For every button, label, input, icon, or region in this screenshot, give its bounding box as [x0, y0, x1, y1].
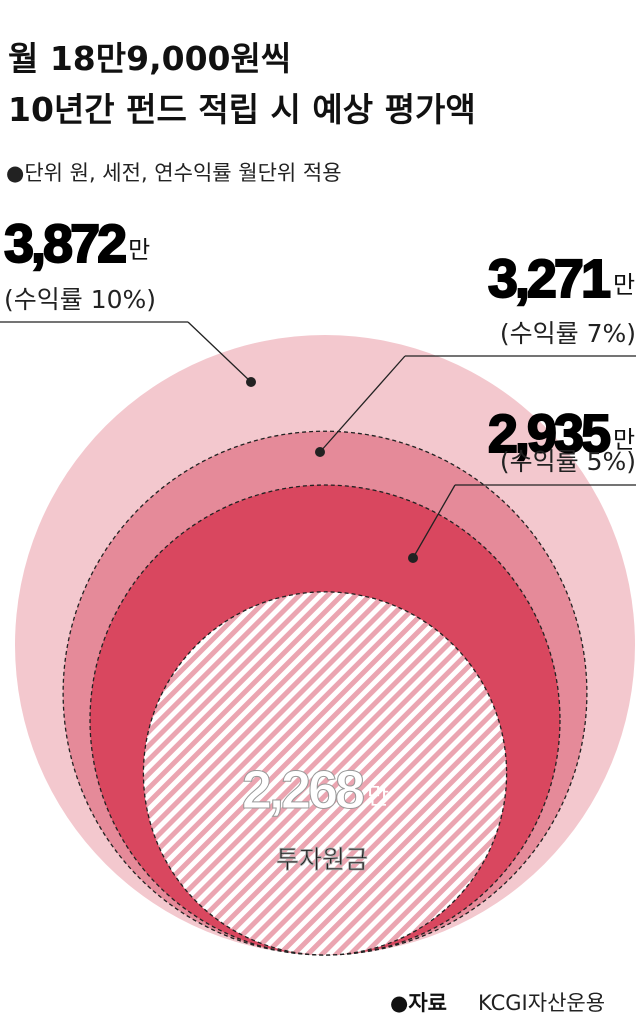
category-label: 투자원금 — [276, 845, 368, 874]
labels: 3,872 만(수익률 10%) 3,271 만(수익률 7%)2,935 만(수익률 … — [0, 213, 636, 874]
leader-line — [412, 484, 456, 559]
value-label: 3,872 — [4, 214, 125, 274]
value-label: 3,271 — [488, 249, 610, 309]
value-label: 2,268 — [242, 760, 364, 820]
circle — [142, 591, 508, 956]
unit-label: 만 — [128, 236, 150, 264]
circles — [15, 335, 635, 956]
chart-title: 10년간 펀드 적립 시 예상 평가액 — [8, 90, 476, 129]
leader-dot — [408, 553, 418, 563]
category-label: (수익률 5%) — [500, 447, 636, 476]
category-label: (수익률 7%) — [500, 319, 636, 348]
category-label: (수익률 10%) — [4, 285, 156, 314]
source-label: ●자료 — [390, 991, 447, 1015]
source: KCGI자산운용 — [478, 991, 605, 1015]
unit-label: 만 — [613, 271, 635, 299]
chart-title: 월 18만9,000원씩 — [8, 39, 291, 78]
unit-label: 만 — [367, 782, 389, 810]
unit-label: 만 — [613, 426, 635, 454]
subtitle: ●단위 원, 세전, 연수익률 월단위 적용 — [6, 161, 342, 185]
leader-dot — [246, 377, 256, 387]
leader-line — [187, 321, 252, 383]
leader-line — [319, 355, 406, 453]
leader-dot — [315, 447, 325, 457]
value-label: 2,935 — [488, 404, 610, 464]
